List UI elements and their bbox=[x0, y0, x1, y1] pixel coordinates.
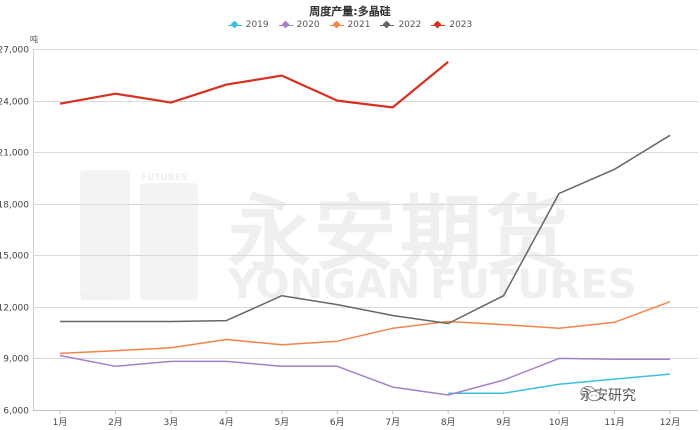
svg-text:6,000: 6,000 bbox=[3, 407, 29, 417]
footer-brand: 永安研究 bbox=[580, 385, 636, 405]
svg-text:FUTURES: FUTURES bbox=[430, 262, 637, 308]
series-line-2023[interactable] bbox=[59, 61, 449, 109]
svg-text:9,000: 9,000 bbox=[3, 355, 29, 365]
legend-marker-icon bbox=[278, 21, 293, 29]
legend-label: 2023 bbox=[449, 20, 473, 30]
svg-text:5月: 5月 bbox=[274, 417, 289, 428]
legend-label: 2020 bbox=[296, 20, 320, 30]
chart-legend: 2019 2020 2021 2022 2023 bbox=[0, 20, 700, 30]
svg-text:27,000: 27,000 bbox=[0, 46, 29, 56]
legend-marker-icon bbox=[380, 21, 395, 29]
legend-marker-icon bbox=[329, 21, 344, 29]
series-lines bbox=[59, 61, 671, 396]
svg-text:21,000: 21,000 bbox=[0, 149, 29, 159]
svg-text:FUTURES: FUTURES bbox=[141, 173, 187, 183]
series-line-2021[interactable] bbox=[59, 300, 671, 355]
svg-text:YONGAN: YONGAN bbox=[79, 293, 118, 302]
svg-text:18,000: 18,000 bbox=[0, 201, 29, 211]
legend-item-2023[interactable]: 2023 bbox=[431, 20, 472, 30]
svg-text:YONGAN: YONGAN bbox=[227, 262, 420, 308]
svg-text:12月: 12月 bbox=[660, 417, 680, 428]
svg-text:7月: 7月 bbox=[385, 417, 400, 428]
svg-text:24,000: 24,000 bbox=[0, 98, 29, 108]
svg-text:9月: 9月 bbox=[496, 417, 511, 428]
legend-label: 2019 bbox=[245, 20, 269, 30]
series-line-2019[interactable] bbox=[448, 373, 671, 394]
svg-text:15,000: 15,000 bbox=[0, 252, 29, 262]
legend-item-2019[interactable]: 2019 bbox=[227, 20, 269, 30]
svg-text:3月: 3月 bbox=[164, 417, 179, 428]
axes: 吨 1月 2月 3月 4月 5月 6月 7月 8月 9月 10月 11月 12月 bbox=[30, 34, 698, 428]
chart-title: 周度产量:多晶硅 bbox=[309, 5, 391, 18]
legend-item-2020[interactable]: 2020 bbox=[278, 20, 320, 30]
svg-text:12,000: 12,000 bbox=[0, 304, 29, 314]
svg-text:吨: 吨 bbox=[30, 34, 38, 44]
legend-marker-icon bbox=[227, 21, 242, 29]
svg-text:4月: 4月 bbox=[219, 417, 234, 428]
svg-text:永安期货: 永安期货 bbox=[228, 187, 572, 282]
legend-label: 2021 bbox=[347, 20, 371, 30]
svg-text:2月: 2月 bbox=[108, 417, 123, 428]
legend-marker-icon bbox=[431, 21, 446, 29]
svg-text:6月: 6月 bbox=[330, 417, 345, 428]
svg-text:1月: 1月 bbox=[53, 417, 68, 428]
svg-text:8月: 8月 bbox=[441, 417, 456, 428]
series-line-2020[interactable] bbox=[59, 354, 670, 396]
series-line-2022[interactable] bbox=[60, 134, 671, 325]
legend-item-2022[interactable]: 2022 bbox=[380, 20, 421, 30]
legend-item-2021[interactable]: 2021 bbox=[329, 20, 371, 30]
svg-text:11月: 11月 bbox=[604, 417, 624, 428]
svg-text:10月: 10月 bbox=[549, 417, 569, 428]
wechat-icon bbox=[580, 386, 601, 402]
legend-label: 2022 bbox=[398, 20, 422, 30]
